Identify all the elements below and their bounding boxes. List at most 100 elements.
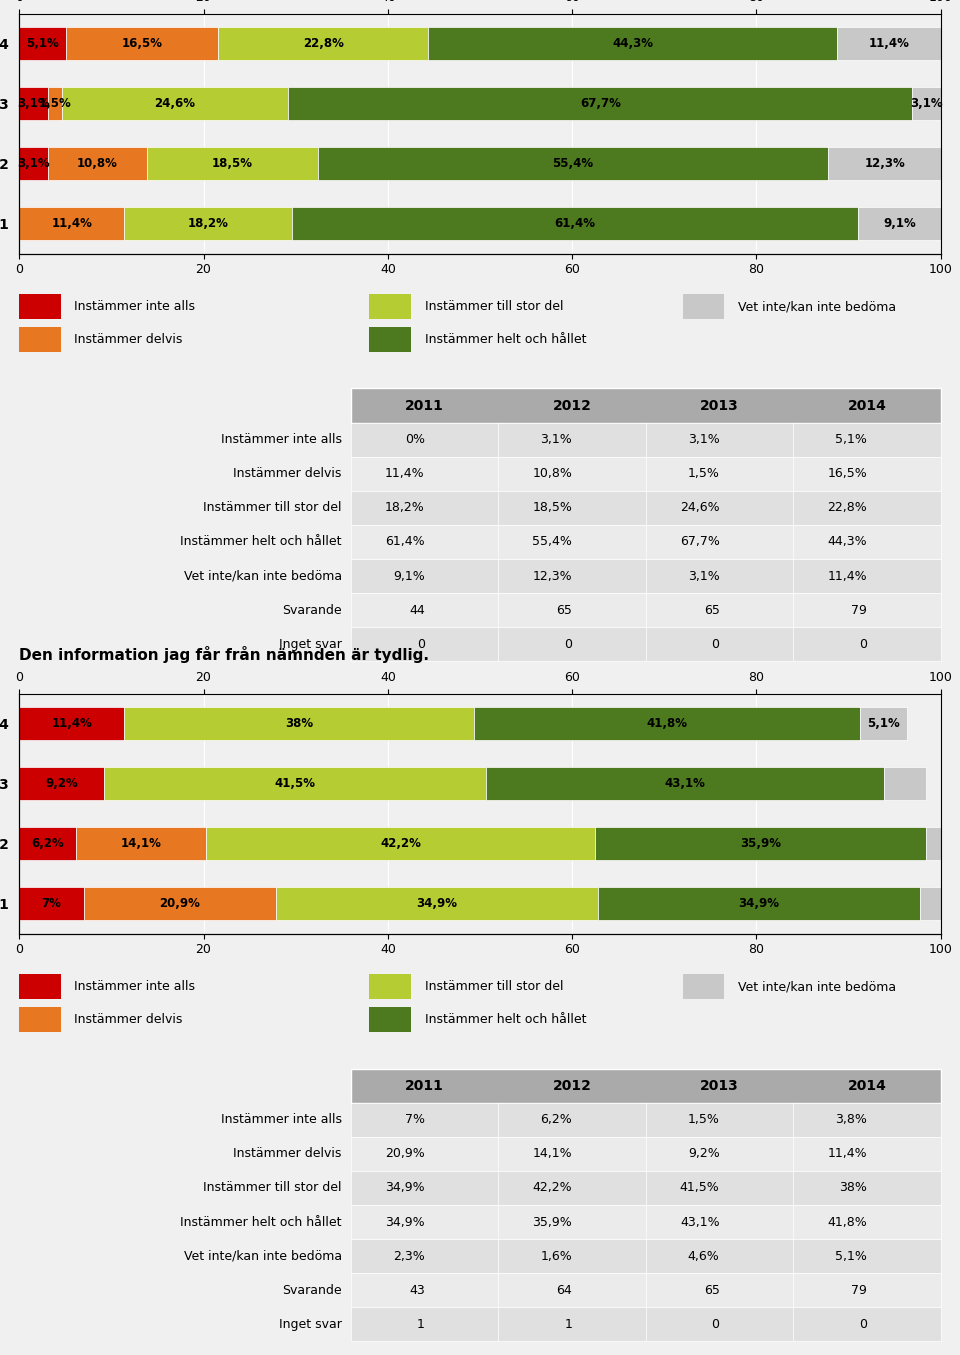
Text: 6,2%: 6,2%: [540, 1114, 572, 1126]
Text: 42,2%: 42,2%: [533, 1182, 572, 1195]
Text: 55,4%: 55,4%: [553, 157, 593, 171]
Text: Instämmer delvis: Instämmer delvis: [75, 1014, 182, 1026]
Text: Instämmer inte alls: Instämmer inte alls: [75, 301, 196, 313]
Text: 22,8%: 22,8%: [303, 37, 344, 50]
Bar: [124, 707, 474, 740]
Bar: [19, 1007, 60, 1033]
Text: Instämmer delvis: Instämmer delvis: [233, 1148, 342, 1160]
Text: Instämmer till stor del: Instämmer till stor del: [204, 1182, 342, 1195]
Text: 1: 1: [564, 1318, 572, 1331]
Text: 34,9%: 34,9%: [417, 897, 458, 911]
Text: 2012: 2012: [553, 1079, 591, 1092]
Bar: [920, 888, 941, 920]
Bar: [61, 87, 288, 121]
Text: 1,5%: 1,5%: [687, 467, 720, 480]
Bar: [104, 767, 487, 801]
Bar: [19, 148, 48, 180]
Text: 20,9%: 20,9%: [385, 1148, 424, 1160]
Bar: [351, 1171, 941, 1205]
Bar: [218, 27, 428, 60]
Text: 2013: 2013: [700, 1079, 739, 1092]
Text: 11,4%: 11,4%: [385, 467, 424, 480]
Text: 1,5%: 1,5%: [687, 1114, 720, 1126]
Text: 55,4%: 55,4%: [532, 535, 572, 549]
Text: Vet inte/kan inte bedöma: Vet inte/kan inte bedöma: [738, 980, 897, 993]
Text: 3,1%: 3,1%: [17, 98, 50, 110]
Text: 2012: 2012: [553, 398, 591, 412]
Text: 44,3%: 44,3%: [612, 37, 653, 50]
Text: 67,7%: 67,7%: [680, 535, 720, 549]
Bar: [351, 593, 941, 627]
Text: 44: 44: [409, 604, 424, 617]
Text: 3,1%: 3,1%: [540, 434, 572, 446]
Text: Instämmer till stor del: Instämmer till stor del: [424, 301, 564, 313]
Bar: [858, 207, 942, 240]
Bar: [926, 828, 941, 860]
Text: 3,1%: 3,1%: [688, 569, 720, 583]
Text: Vet inte/kan inte bedöma: Vet inte/kan inte bedöma: [183, 569, 342, 583]
Text: 43,1%: 43,1%: [680, 1215, 720, 1229]
Text: 1: 1: [417, 1318, 424, 1331]
Text: Instämmer helt och hållet: Instämmer helt och hållet: [424, 1014, 587, 1026]
Bar: [351, 1274, 941, 1308]
Bar: [77, 828, 206, 860]
Text: 11,4%: 11,4%: [51, 217, 92, 230]
Text: 2013: 2013: [700, 398, 739, 412]
Text: 0: 0: [564, 638, 572, 650]
Text: 5,1%: 5,1%: [835, 434, 867, 446]
Text: 14,1%: 14,1%: [121, 837, 161, 850]
Text: 38%: 38%: [285, 717, 313, 730]
Text: 3,1%: 3,1%: [688, 434, 720, 446]
Text: 18,5%: 18,5%: [532, 501, 572, 515]
Bar: [19, 828, 77, 860]
Bar: [370, 294, 411, 318]
Text: 11,4%: 11,4%: [828, 569, 867, 583]
Text: 5,1%: 5,1%: [867, 717, 900, 730]
Bar: [595, 828, 926, 860]
Text: 79: 79: [852, 604, 867, 617]
Text: Instämmer helt och hållet: Instämmer helt och hållet: [180, 1215, 342, 1229]
Bar: [288, 87, 912, 121]
Bar: [19, 767, 104, 801]
Text: 35,9%: 35,9%: [533, 1215, 572, 1229]
Text: 34,9%: 34,9%: [385, 1215, 424, 1229]
Bar: [19, 294, 60, 318]
Text: 0: 0: [859, 1318, 867, 1331]
Bar: [147, 148, 318, 180]
Bar: [19, 974, 60, 999]
Text: 34,9%: 34,9%: [738, 897, 780, 911]
Bar: [828, 148, 942, 180]
Bar: [292, 207, 858, 240]
Text: Inget svar: Inget svar: [279, 1318, 342, 1331]
Text: 4,6%: 4,6%: [688, 1249, 720, 1263]
Text: 11,4%: 11,4%: [51, 717, 92, 730]
Text: 34,9%: 34,9%: [385, 1182, 424, 1195]
Text: 18,2%: 18,2%: [188, 217, 228, 230]
Text: Instämmer helt och hållet: Instämmer helt och hållet: [424, 333, 587, 346]
Text: Vet inte/kan inte bedöma: Vet inte/kan inte bedöma: [738, 301, 897, 313]
Bar: [370, 974, 411, 999]
Text: 41,5%: 41,5%: [680, 1182, 720, 1195]
Text: 0%: 0%: [405, 434, 424, 446]
Text: Instämmer delvis: Instämmer delvis: [75, 333, 182, 346]
Text: 5,1%: 5,1%: [835, 1249, 867, 1263]
Text: 12,3%: 12,3%: [533, 569, 572, 583]
Text: 0: 0: [711, 638, 720, 650]
Text: 61,4%: 61,4%: [555, 217, 595, 230]
Text: 10,8%: 10,8%: [77, 157, 118, 171]
Bar: [428, 27, 837, 60]
Bar: [19, 888, 84, 920]
Bar: [860, 707, 906, 740]
Bar: [206, 828, 595, 860]
Text: Svarande: Svarande: [282, 604, 342, 617]
Text: 10,8%: 10,8%: [532, 467, 572, 480]
Text: 64: 64: [557, 1283, 572, 1297]
Text: Instämmer till stor del: Instämmer till stor del: [424, 980, 564, 993]
Text: 41,8%: 41,8%: [647, 717, 687, 730]
Bar: [351, 524, 941, 560]
Text: 1,5%: 1,5%: [38, 98, 71, 110]
Text: 11,4%: 11,4%: [869, 37, 910, 50]
Bar: [683, 294, 724, 318]
Bar: [19, 87, 48, 121]
Text: 42,2%: 42,2%: [380, 837, 421, 850]
